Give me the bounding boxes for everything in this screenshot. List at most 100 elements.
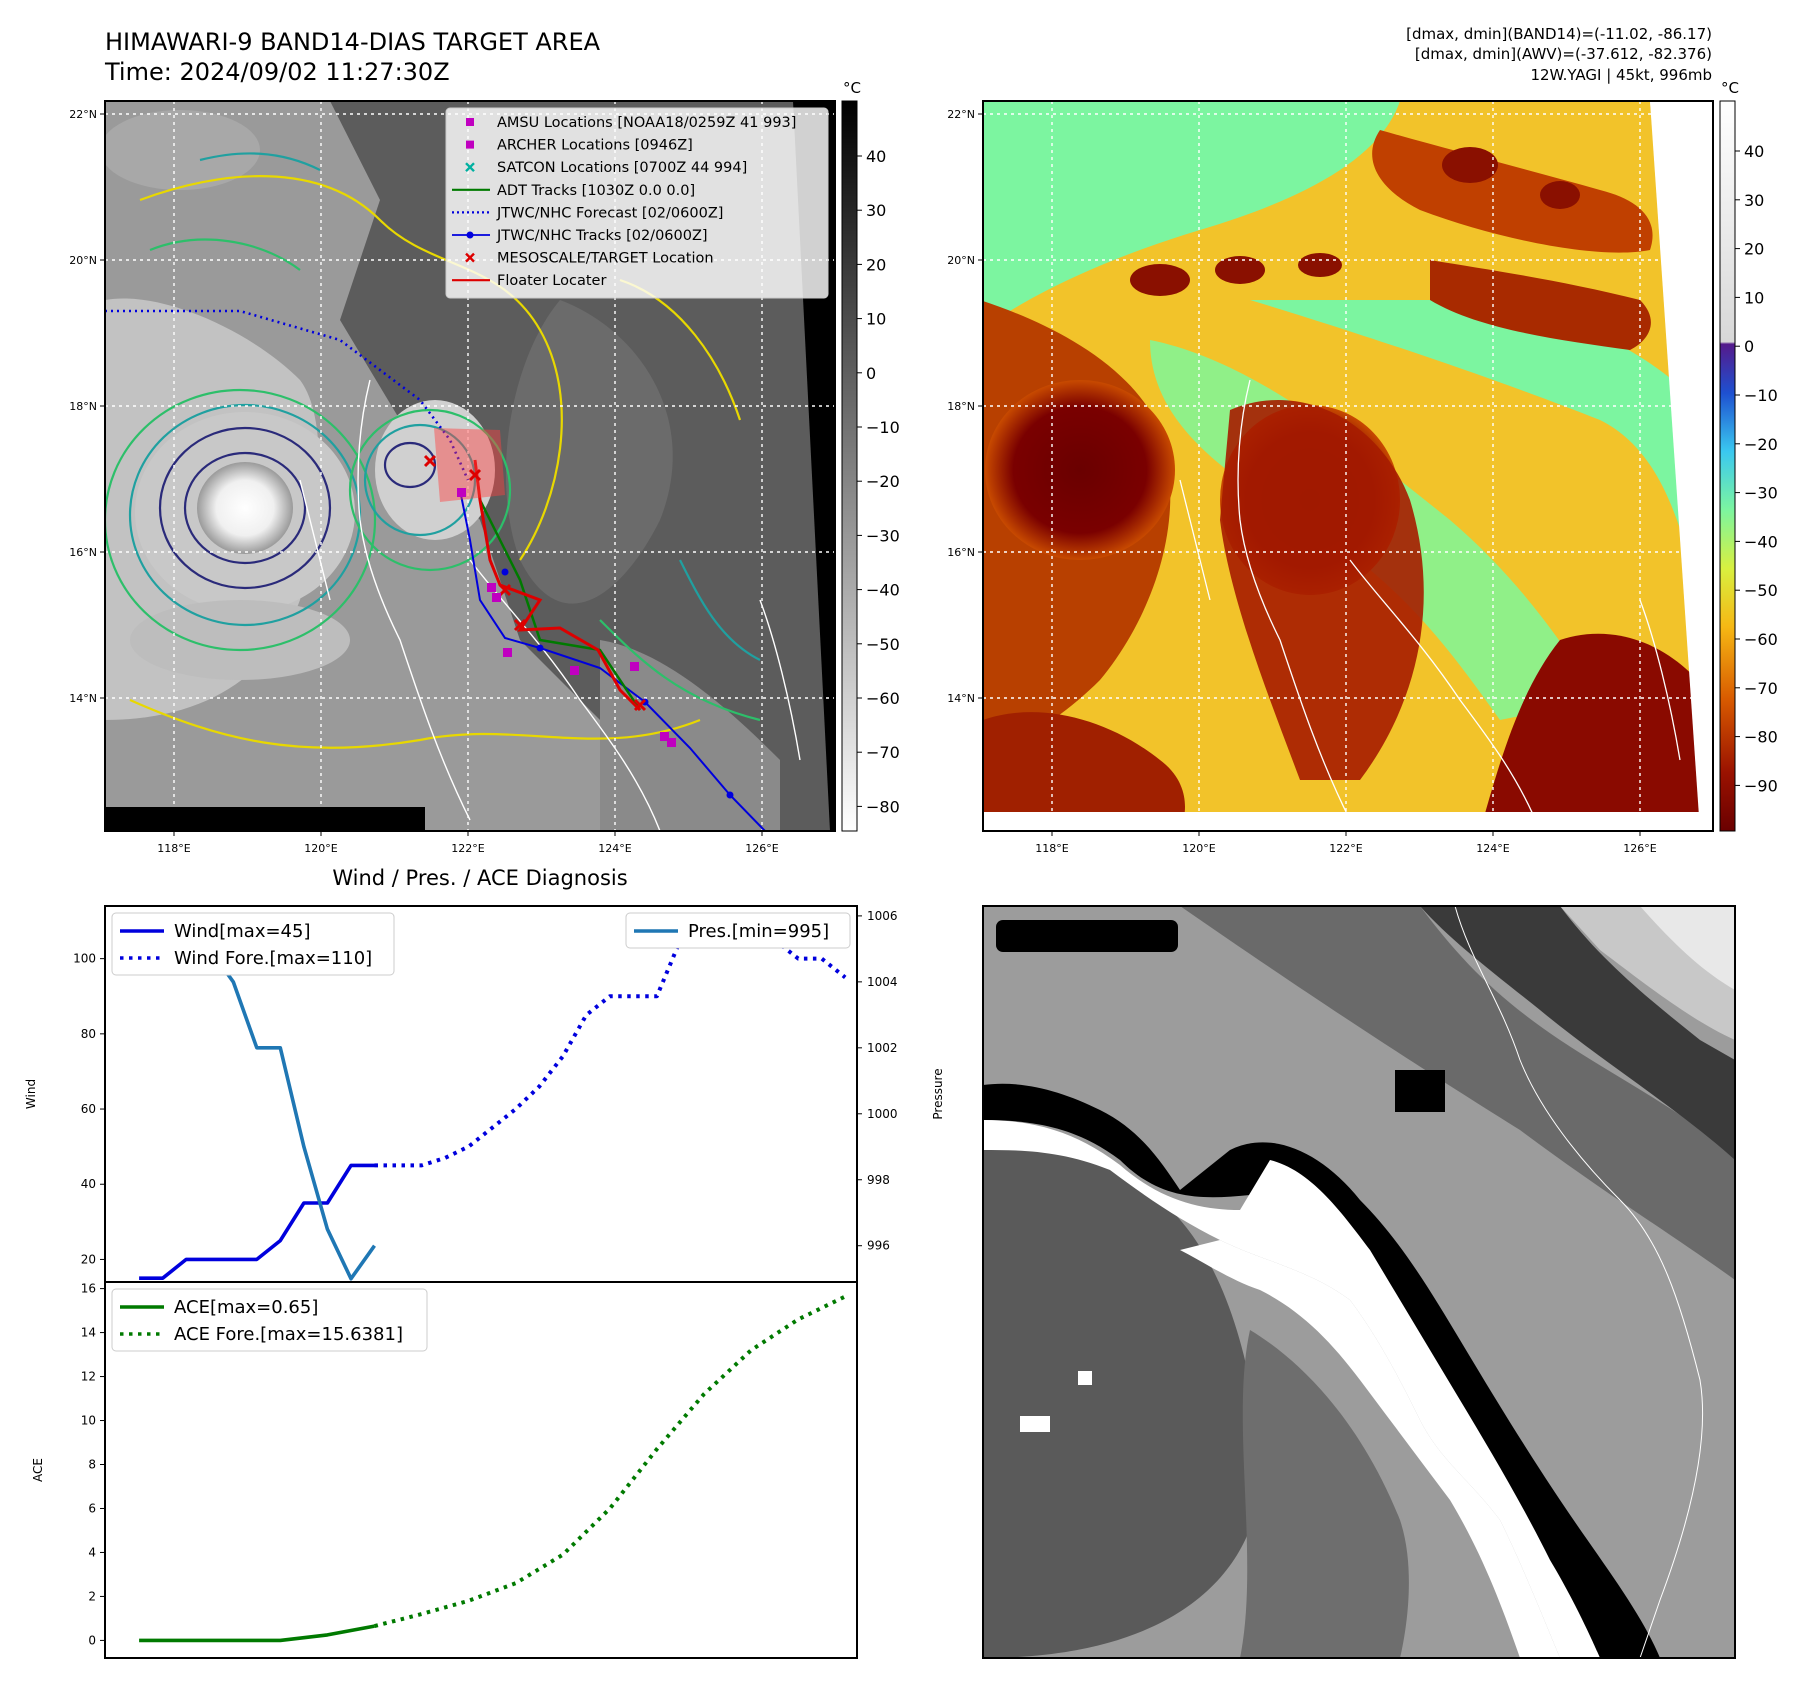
floater-locater bbox=[473, 459, 642, 712]
legend-label: JTWC/NHC Tracks [02/0600Z] bbox=[496, 228, 708, 244]
pressure-ylabel: Pressure bbox=[931, 1068, 945, 1119]
legend-label: ARCHER Locations [0946Z] bbox=[497, 138, 693, 154]
colorbar-right-unit: °C bbox=[1721, 79, 1739, 97]
legend-label: MESOSCALE/TARGET Location bbox=[497, 251, 714, 267]
y-tick-label: 6 bbox=[88, 1501, 96, 1515]
lat-label: 18°N bbox=[69, 400, 97, 413]
copyright-text: Copyright © 2020-2024 Dapiya bbox=[110, 810, 389, 829]
y-tick-label: 60 bbox=[81, 1102, 96, 1116]
colorbar-tick: −40 bbox=[866, 581, 900, 600]
lat-label: 22°N bbox=[69, 108, 97, 121]
y2-tick-label: 1004 bbox=[867, 975, 898, 989]
ir-map bbox=[982, 100, 1714, 832]
figure-time: Time: 2024/09/02 11:27:30Z bbox=[104, 58, 450, 86]
y-tick-label: 10 bbox=[81, 1414, 96, 1428]
lon-label: 122°E bbox=[451, 842, 484, 855]
target-area bbox=[434, 428, 505, 502]
legend-label: ACE Fore.[max=15.6381] bbox=[174, 1324, 403, 1345]
legend-label: SATCON Locations [0700Z 44 994] bbox=[497, 160, 747, 176]
lon-label: 118°E bbox=[157, 842, 190, 855]
lon-label: 122°E bbox=[1329, 842, 1362, 855]
colorbar-tick: 0 bbox=[866, 364, 876, 383]
map-left-lat-labels: 22°N 20°N 18°N 16°N 14°N bbox=[69, 108, 105, 705]
legend-marker-x bbox=[465, 162, 475, 173]
colorbar-tick: −40 bbox=[1744, 532, 1778, 551]
diag-title: Wind / Pres. / ACE Diagnosis bbox=[332, 866, 627, 890]
wmg-badge bbox=[996, 920, 1178, 952]
legend-label: JTWC/NHC Forecast [02/0600Z] bbox=[496, 205, 723, 221]
legend-label: Pres.[min=995] bbox=[688, 921, 829, 942]
colorbar-tick: 0 bbox=[1744, 337, 1754, 356]
y-tick-label: 4 bbox=[88, 1545, 96, 1559]
legend-label: AMSU Locations [NOAA18/0259Z 41 993] bbox=[497, 115, 796, 131]
map-left-lon-labels: 118°E 120°E 122°E 124°E 126°E bbox=[157, 831, 779, 855]
wind-ylabel: Wind bbox=[24, 1079, 38, 1109]
series-line-0 bbox=[139, 1163, 375, 1280]
jtwc-best-track bbox=[459, 489, 766, 831]
y-tick-label: 80 bbox=[81, 1027, 96, 1041]
legend-entry: ADT Tracks [1030Z 0.0 0.0] bbox=[452, 183, 695, 199]
copyright-box bbox=[105, 807, 425, 831]
lon-label: 120°E bbox=[1182, 842, 1215, 855]
lat-label: 22°N bbox=[947, 108, 975, 121]
y-tick-label: 2 bbox=[88, 1589, 96, 1603]
info-band14: [dmax, dmin](BAND14)=(-11.02, -86.17) bbox=[1406, 25, 1712, 43]
colorbar-tick: −90 bbox=[1744, 776, 1778, 795]
colorbar-tick: −30 bbox=[866, 526, 900, 545]
lon-label: 126°E bbox=[745, 842, 778, 855]
series-line-1 bbox=[374, 1294, 847, 1629]
lat-label: 14°N bbox=[69, 692, 97, 705]
wmg-panel bbox=[983, 906, 1735, 1658]
wind-pressure-plot: 20 40 60 80 100 996 998 1000 1002 1004 1006 Wind[ma… bbox=[73, 905, 898, 1283]
colorbar-tick: −80 bbox=[866, 797, 900, 816]
colorbar-left: °C 40 30 20 10 0 −10 −20 −30 −40 −50 −60 −70 −80 bbox=[841, 79, 900, 832]
colorbar-tick: −60 bbox=[866, 689, 900, 708]
y2-tick-label: 998 bbox=[867, 1173, 890, 1187]
legend-label: Wind Fore.[max=110] bbox=[174, 948, 372, 969]
colorbar-tick: 40 bbox=[1744, 142, 1764, 161]
legend-entry: JTWC/NHC Forecast [02/0600Z] bbox=[452, 205, 723, 221]
colorbar-tick: −20 bbox=[866, 472, 900, 491]
map-right-lat-labels: 22°N 20°N 18°N 16°N 14°N bbox=[947, 108, 983, 705]
jtwc-forecast-track bbox=[105, 309, 470, 481]
colorbar-left-unit: °C bbox=[843, 79, 861, 97]
colorbar-tick: 30 bbox=[866, 201, 886, 220]
colorbar-tick: −10 bbox=[1744, 386, 1778, 405]
lat-label: 14°N bbox=[947, 692, 975, 705]
lat-label: 20°N bbox=[947, 254, 975, 267]
y-tick-label: 0 bbox=[88, 1633, 96, 1647]
legend-entry: MESOSCALE/TARGET Location bbox=[465, 251, 714, 267]
lon-label: 124°E bbox=[598, 842, 631, 855]
colorbar-right: °C 40 30 20 10 0 −10 −20 −30 −40 −50 −60 −70 −80 −90 bbox=[1719, 79, 1778, 832]
legend-entry: AMSU Locations [NOAA18/0259Z 41 993] bbox=[466, 115, 796, 131]
series-line-1 bbox=[374, 919, 847, 1168]
colorbar-tick: 10 bbox=[866, 310, 886, 329]
colorbar-tick: −60 bbox=[1744, 630, 1778, 649]
legend-marker-square bbox=[466, 118, 474, 126]
y-tick-label: 16 bbox=[81, 1282, 96, 1296]
y-tick-label: 100 bbox=[73, 952, 96, 966]
plot-legend: ACE[max=0.65] ACE Fore.[max=15.6381] bbox=[111, 1288, 428, 1352]
lon-label: 120°E bbox=[304, 842, 337, 855]
colorbar-tick: 20 bbox=[1744, 240, 1764, 259]
ace-ylabel: ACE bbox=[31, 1458, 45, 1482]
lon-label: 124°E bbox=[1476, 842, 1509, 855]
colorbar-tick: 30 bbox=[1744, 191, 1764, 210]
colorbar-tick: −30 bbox=[1744, 484, 1778, 503]
plot-legend: Pres.[min=995] bbox=[625, 912, 851, 949]
colorbar-tick: 20 bbox=[866, 255, 886, 274]
legend-entry: ARCHER Locations [0946Z] bbox=[466, 138, 693, 154]
y2-tick-label: 996 bbox=[867, 1239, 890, 1253]
legend-entry: Floater Locater bbox=[452, 273, 606, 289]
colorbar-tick: −50 bbox=[866, 635, 900, 654]
wmg-count: WMG Count: 0 bbox=[1003, 926, 1156, 948]
series-line-0 bbox=[139, 1624, 375, 1643]
colorbar-tick: −70 bbox=[1744, 679, 1778, 698]
colorbar-tick: 10 bbox=[1744, 288, 1764, 307]
legend-entry: SATCON Locations [0700Z 44 994] bbox=[465, 160, 747, 176]
info-awv: [dmax, dmin](AWV)=(-37.612, -82.376) bbox=[1415, 45, 1712, 63]
lat-label: 16°N bbox=[69, 546, 97, 559]
lat-label: 18°N bbox=[947, 400, 975, 413]
colorbar-tick: −20 bbox=[1744, 435, 1778, 454]
